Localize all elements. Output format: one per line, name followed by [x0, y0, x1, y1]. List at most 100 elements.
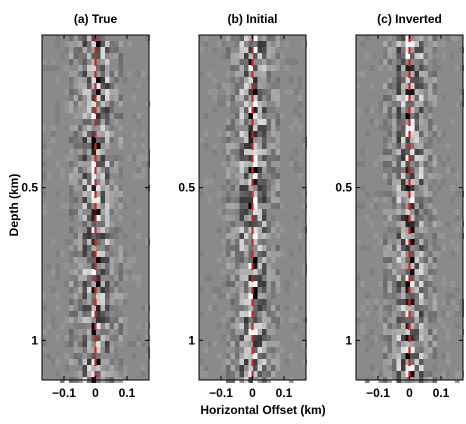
image-cell [96, 347, 101, 353]
image-cell [244, 209, 249, 215]
image-cell [100, 365, 105, 371]
image-cell [78, 95, 83, 101]
image-cell [360, 305, 365, 311]
image-cell [248, 329, 253, 335]
image-cell [105, 239, 110, 245]
image-cell [414, 227, 419, 233]
image-cell [253, 359, 258, 365]
image-cell [262, 137, 267, 143]
image-cell [266, 89, 271, 95]
image-cell [114, 311, 119, 317]
image-cell [396, 89, 401, 95]
image-cell [356, 107, 361, 113]
image-cell [230, 215, 235, 221]
image-cell [262, 149, 267, 155]
image-cell [414, 323, 419, 329]
image-cell [257, 317, 262, 323]
image-cell [356, 71, 361, 77]
image-cell [401, 59, 406, 65]
image-cell [396, 143, 401, 149]
image-cell [396, 203, 401, 209]
image-cell [419, 167, 424, 173]
image-cell [423, 341, 428, 347]
image-cell [396, 173, 401, 179]
image-cell [73, 53, 78, 59]
image-cell [212, 107, 217, 113]
image-cell [401, 119, 406, 125]
image-cell [217, 227, 222, 233]
image-cell [455, 209, 460, 215]
image-cell [226, 251, 231, 257]
image-cell [239, 53, 244, 59]
image-cell [221, 251, 226, 257]
image-cell [275, 125, 280, 131]
image-cell [405, 341, 410, 347]
image-cell [244, 233, 249, 239]
image-cell [78, 89, 83, 95]
image-cell [87, 269, 92, 275]
image-cell [221, 137, 226, 143]
image-cell [405, 179, 410, 185]
image-cell [244, 371, 249, 377]
image-cell [78, 215, 83, 221]
image-cell [419, 323, 424, 329]
image-cell [275, 59, 280, 65]
image-cell [132, 143, 137, 149]
image-cell [459, 65, 464, 71]
image-cell [73, 209, 78, 215]
image-cell [96, 53, 101, 59]
image-cell [383, 41, 388, 47]
image-cell [428, 317, 433, 323]
image-cell [91, 53, 96, 59]
image-cell [405, 143, 410, 149]
image-cell [96, 137, 101, 143]
image-cell [235, 239, 240, 245]
image-cell [136, 275, 141, 281]
image-cell [257, 275, 262, 281]
image-cell [257, 209, 262, 215]
image-cell [387, 293, 392, 299]
image-cell [69, 335, 74, 341]
image-cell [244, 101, 249, 107]
image-cell [271, 149, 276, 155]
image-cell [302, 143, 307, 149]
image-cell [132, 131, 137, 137]
image-cell [87, 215, 92, 221]
image-cell [87, 185, 92, 191]
image-cell [262, 257, 267, 263]
image-cell [383, 317, 388, 323]
image-cell [118, 143, 123, 149]
image-cell [262, 83, 267, 89]
image-cell [428, 185, 433, 191]
image-cell [257, 221, 262, 227]
image-cell [419, 125, 424, 131]
image-cell [419, 89, 424, 95]
image-cell [55, 335, 60, 341]
image-cell [212, 293, 217, 299]
image-cell [405, 311, 410, 317]
image-cell [244, 293, 249, 299]
image-cell [100, 269, 105, 275]
image-cell [401, 95, 406, 101]
image-cell [401, 89, 406, 95]
image-cell [257, 77, 262, 83]
image-cell [96, 281, 101, 287]
image-cell [244, 53, 249, 59]
image-cell [230, 35, 235, 41]
image-cell [132, 95, 137, 101]
image-cell [87, 35, 92, 41]
image-cell [271, 347, 276, 353]
image-cell [96, 95, 101, 101]
image-cell [82, 257, 87, 263]
image-cell [114, 185, 119, 191]
image-cell [405, 227, 410, 233]
image-cell [78, 353, 83, 359]
image-cell [414, 317, 419, 323]
image-cell [396, 179, 401, 185]
image-cell [284, 281, 289, 287]
image-cell [145, 323, 150, 329]
image-cell [114, 83, 119, 89]
image-cell [414, 335, 419, 341]
image-cell [105, 347, 110, 353]
image-cell [239, 185, 244, 191]
